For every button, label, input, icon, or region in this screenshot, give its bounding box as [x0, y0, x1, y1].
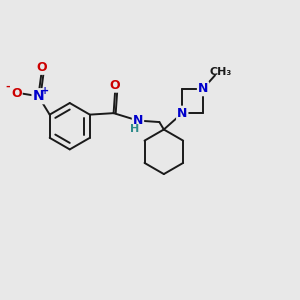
Text: H: H [130, 124, 140, 134]
Text: CH₃: CH₃ [209, 67, 231, 77]
Text: O: O [36, 61, 47, 74]
Text: N: N [177, 106, 188, 120]
Text: N: N [33, 89, 44, 103]
Text: N: N [133, 114, 143, 127]
Text: -: - [5, 82, 10, 92]
Text: +: + [41, 86, 49, 96]
Text: N: N [198, 82, 208, 95]
Text: O: O [110, 79, 120, 92]
Text: O: O [11, 87, 22, 100]
